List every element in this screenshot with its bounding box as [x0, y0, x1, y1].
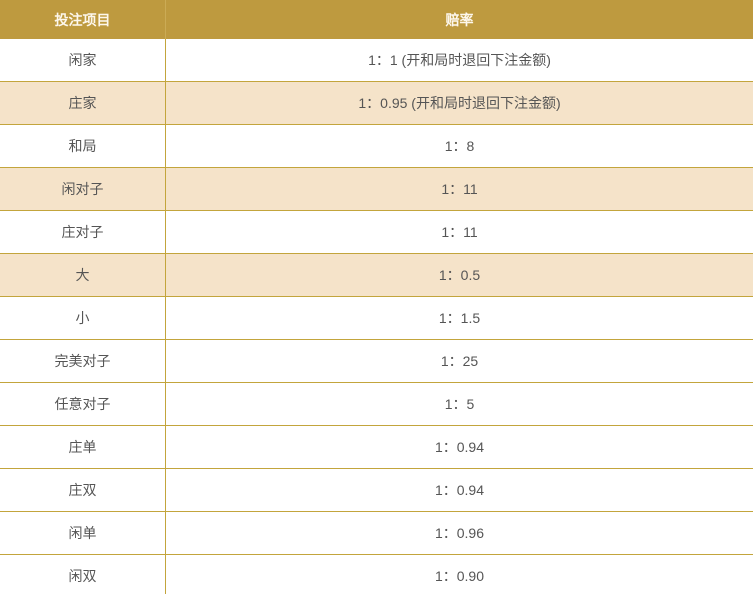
- table-row: 小 1：1.5: [0, 297, 753, 340]
- odds-cell: 1：11: [441, 224, 478, 240]
- bet-item-cell: 闲家: [0, 39, 166, 81]
- bet-item-cell: 庄家: [0, 82, 166, 124]
- bet-item-cell: 闲对子: [0, 168, 166, 210]
- table-row: 庄对子 1：11: [0, 211, 753, 254]
- bet-item-cell: 小: [0, 297, 166, 339]
- bet-item-cell: 闲单: [0, 512, 166, 554]
- odds-cell: 1：0.94: [434, 482, 485, 498]
- table-row: 和局 1：8: [0, 125, 753, 168]
- odds-cell: 1：25: [440, 353, 479, 369]
- bet-item-cell: 庄单: [0, 426, 166, 468]
- table-row: 闲双 1：0.90: [0, 555, 753, 594]
- table-row: 庄家 1：0.95 (开和局时退回下注金额): [0, 82, 753, 125]
- bet-item-cell: 完美对子: [0, 340, 166, 382]
- odds-cell: 1：0.96: [434, 525, 485, 541]
- table-row: 大 1：0.5: [0, 254, 753, 297]
- odds-cell: 1：0.90: [434, 568, 485, 584]
- header-odds: 赔率: [445, 11, 474, 28]
- table-row: 任意对子 1：5: [0, 383, 753, 426]
- odds-cell: 1：0.5: [438, 267, 481, 283]
- bet-item-cell: 闲双: [0, 555, 166, 594]
- odds-cell: 1：5: [444, 396, 475, 412]
- table-header-row: 投注项目 赔率: [0, 0, 753, 39]
- header-bet-item: 投注项目: [0, 0, 166, 39]
- odds-cell: 1：0.95 (开和局时退回下注金额): [358, 95, 561, 111]
- table-row: 完美对子 1：25: [0, 340, 753, 383]
- table-row: 闲对子 1：11: [0, 168, 753, 211]
- bet-item-cell: 任意对子: [0, 383, 166, 425]
- odds-cell: 1：1.5: [438, 310, 481, 326]
- bet-item-cell: 庄双: [0, 469, 166, 511]
- bet-item-cell: 大: [0, 254, 166, 296]
- bet-item-cell: 庄对子: [0, 211, 166, 253]
- odds-cell: 1：1 (开和局时退回下注金额): [368, 52, 551, 68]
- odds-cell: 1：8: [444, 138, 475, 154]
- table-row: 闲单 1：0.96: [0, 512, 753, 555]
- bet-item-cell: 和局: [0, 125, 166, 167]
- table-row: 闲家 1：1 (开和局时退回下注金额): [0, 39, 753, 82]
- odds-cell: 1：0.94: [434, 439, 485, 455]
- table-row: 庄双 1：0.94: [0, 469, 753, 512]
- odds-cell: 1：11: [441, 181, 478, 197]
- table-row: 庄单 1：0.94: [0, 426, 753, 469]
